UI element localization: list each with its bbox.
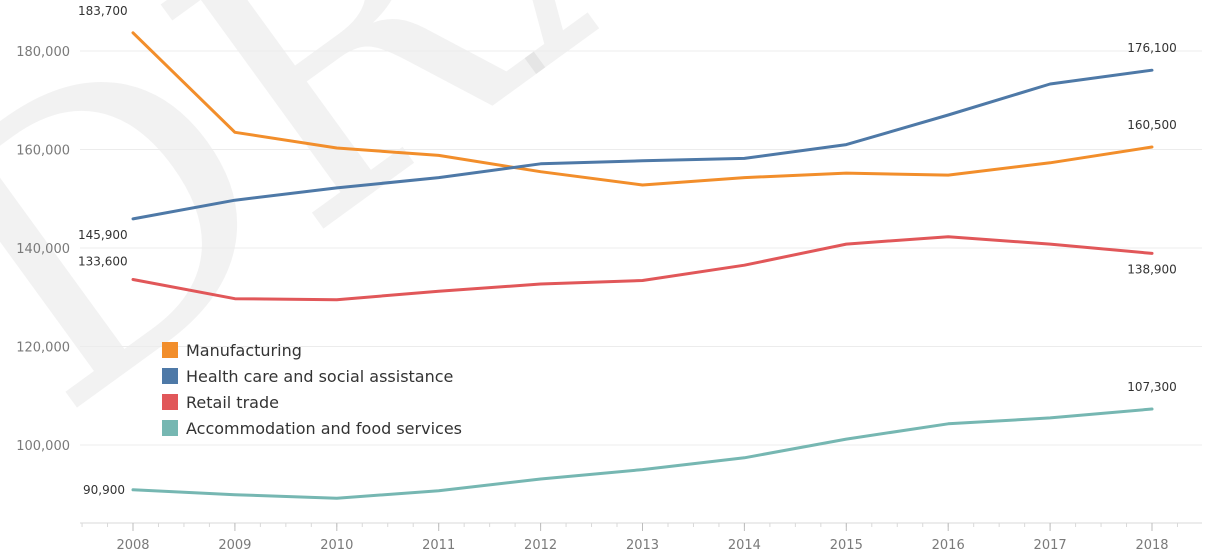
x-tick-label: 2014 — [728, 538, 761, 553]
data-label-first: 90,900 — [83, 483, 125, 497]
legend-label: Manufacturing — [186, 340, 302, 360]
legend-swatch — [162, 342, 178, 358]
data-label-first: 145,900 — [78, 228, 128, 242]
x-tick-label: 2016 — [932, 538, 965, 553]
series-lines — [131, 31, 1154, 500]
x-tick-label: 2013 — [626, 538, 659, 553]
data-label-first: 183,700 — [78, 4, 128, 18]
y-tick-label: 100,000 — [16, 439, 70, 454]
legend-label: Health care and social assistance — [186, 366, 454, 386]
data-label-first: 133,600 — [78, 255, 128, 269]
legend: Manufacturing Health care and social ass… — [162, 337, 462, 441]
x-tick-label: 2018 — [1135, 538, 1168, 553]
y-tick-label: 180,000 — [16, 45, 70, 60]
x-tick-label: 2011 — [422, 538, 455, 553]
x-tick-label: 2012 — [524, 538, 557, 553]
legend-swatch — [162, 420, 178, 436]
x-tick-label: 2017 — [1034, 538, 1067, 553]
legend-item-accommodation[interactable]: Accommodation and food services — [162, 415, 462, 441]
data-label-last: 107,300 — [1127, 380, 1177, 394]
series-line-2[interactable] — [131, 235, 1154, 302]
legend-swatch — [162, 368, 178, 384]
legend-item-manufacturing[interactable]: Manufacturing — [162, 337, 462, 363]
y-tick-label: 160,000 — [16, 144, 70, 159]
series-line-3[interactable] — [131, 407, 1154, 500]
series-line-0[interactable] — [131, 31, 1154, 187]
legend-label: Retail trade — [186, 392, 279, 412]
y-tick-label: 140,000 — [16, 242, 70, 257]
y-tick-label: 120,000 — [16, 341, 70, 356]
series-line-1[interactable] — [131, 68, 1154, 221]
legend-item-health-care[interactable]: Health care and social assistance — [162, 363, 462, 389]
gridlines — [80, 50, 1202, 446]
legend-swatch — [162, 394, 178, 410]
legend-label: Accommodation and food services — [186, 418, 462, 438]
x-tick-label: 2009 — [218, 538, 251, 553]
x-tick-label: 2008 — [116, 538, 149, 553]
x-axis: 2008 2009 2010 2011 2012 2013 2014 2015 2016 2017… — [80, 522, 1202, 553]
data-label-last: 176,100 — [1127, 41, 1177, 55]
legend-item-retail-trade[interactable]: Retail trade — [162, 389, 462, 415]
y-axis: 100,000 120,000 140,000 160,000 180,000 — [16, 45, 70, 454]
x-tick-label: 2015 — [830, 538, 863, 553]
data-labels: 183,700 160,500 145,900 176,100 133,600 138,9… — [78, 4, 1177, 497]
data-label-last: 160,500 — [1127, 118, 1177, 132]
data-label-last: 138,900 — [1127, 262, 1177, 276]
x-tick-label: 2010 — [320, 538, 353, 553]
